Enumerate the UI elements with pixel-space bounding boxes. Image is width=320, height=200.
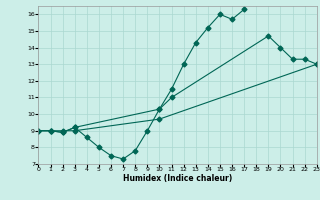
X-axis label: Humidex (Indice chaleur): Humidex (Indice chaleur) — [123, 174, 232, 183]
